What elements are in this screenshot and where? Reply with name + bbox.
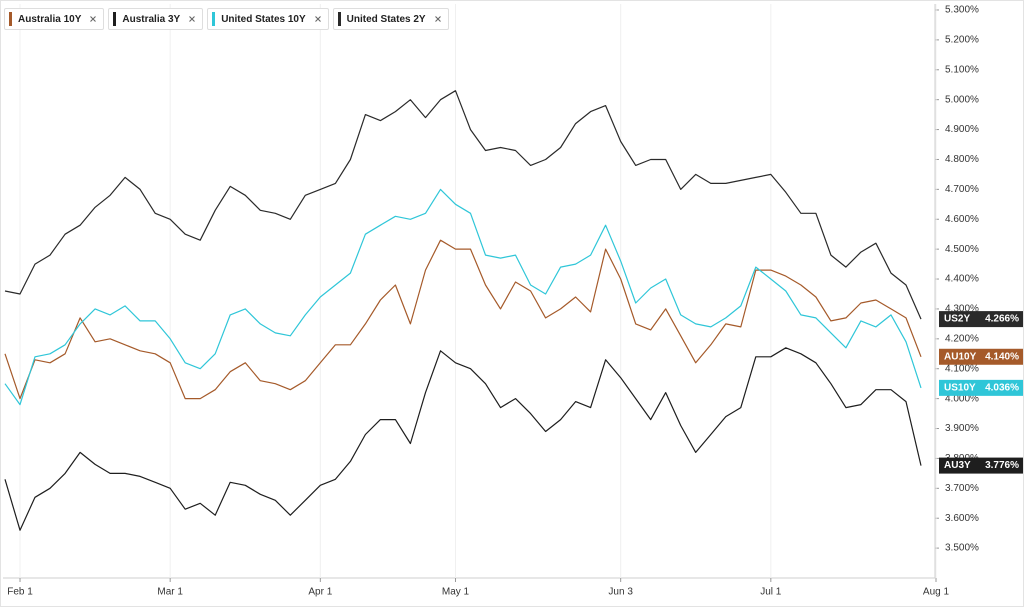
legend-item[interactable]: Australia 10Y — [4, 8, 105, 30]
price-tag-value: 4.036% — [985, 383, 1019, 394]
price-tag-bg — [939, 348, 1023, 365]
y-tick-label: 4.400% — [945, 274, 979, 285]
legend-item[interactable]: United States 10Y — [207, 8, 329, 30]
price-tag: AU3Y 3.776% — [939, 457, 1023, 474]
y-tick-label: 4.100% — [945, 363, 979, 374]
x-tick-label: Jul 1 — [760, 587, 782, 598]
x-tick-label: Mar 1 — [157, 587, 183, 598]
price-tag: US2Y 4.266% — [939, 311, 1023, 328]
legend-remove[interactable] — [434, 15, 442, 23]
price-tag-name: US10Y — [944, 383, 976, 394]
y-tick-label: 5.100% — [945, 64, 979, 75]
legend-remove[interactable] — [188, 15, 196, 23]
y-tick-label: 3.500% — [945, 543, 979, 554]
price-tag-value: 4.140% — [985, 351, 1019, 362]
legend-swatch — [337, 12, 341, 26]
price-tag-bg — [939, 311, 1023, 328]
legend-label: Australia 10Y — [18, 13, 82, 25]
legend-swatch — [212, 12, 216, 26]
x-tick-label: Feb 1 — [7, 587, 33, 598]
y-tick-label: 3.700% — [945, 483, 979, 494]
legend-swatch — [113, 12, 117, 26]
y-tick-label: 4.700% — [945, 184, 979, 195]
y-tick-label: 4.800% — [945, 154, 979, 165]
price-tag: US10Y 4.036% — [939, 379, 1023, 396]
price-tag-bg — [939, 379, 1023, 396]
y-tick-label: 4.500% — [945, 244, 979, 255]
x-tick-label: Jun 3 — [608, 587, 633, 598]
y-tick-label: 5.000% — [945, 94, 979, 105]
legend-label: United States 2Y — [346, 13, 426, 25]
legend-remove[interactable] — [314, 15, 322, 23]
series-line — [4, 239, 922, 400]
price-tag: AU10Y 4.140% — [939, 348, 1023, 365]
legend-label: Australia 3Y — [122, 13, 181, 25]
y-tick-label: 4.900% — [945, 124, 979, 135]
x-tick-label: Apr 1 — [308, 587, 332, 598]
y-tick-label: 5.300% — [945, 5, 979, 16]
price-tag-value: 4.266% — [985, 314, 1019, 325]
series-line — [4, 347, 922, 531]
legend: Australia 10Y Australia 3Y United States 1… — [4, 8, 449, 30]
y-tick-label: 3.900% — [945, 423, 979, 434]
series-line — [4, 188, 922, 406]
legend-swatch — [9, 12, 12, 26]
y-tick-label: 4.600% — [945, 214, 979, 225]
y-tick-label: 4.200% — [945, 333, 979, 344]
series-line — [4, 90, 922, 320]
x-tick-label: May 1 — [442, 587, 470, 598]
y-tick-label: 4.300% — [945, 304, 979, 315]
price-tag-bg — [939, 457, 1023, 474]
y-tick-label: 4.000% — [945, 393, 979, 404]
x-tick-label: Aug 1 — [923, 587, 950, 598]
legend-remove[interactable] — [89, 15, 97, 23]
y-tick-label: 5.200% — [945, 35, 979, 46]
price-tag-name: AU10Y — [944, 351, 977, 362]
price-tag-value: 3.776% — [985, 460, 1019, 471]
y-tick-label: 3.600% — [945, 513, 979, 524]
price-tag-name: US2Y — [944, 314, 970, 325]
legend-label: United States 10Y — [221, 13, 306, 25]
legend-item[interactable]: Australia 3Y — [108, 8, 204, 30]
legend-item[interactable]: United States 2Y — [332, 8, 449, 30]
price-tag-name: AU3Y — [944, 460, 971, 471]
